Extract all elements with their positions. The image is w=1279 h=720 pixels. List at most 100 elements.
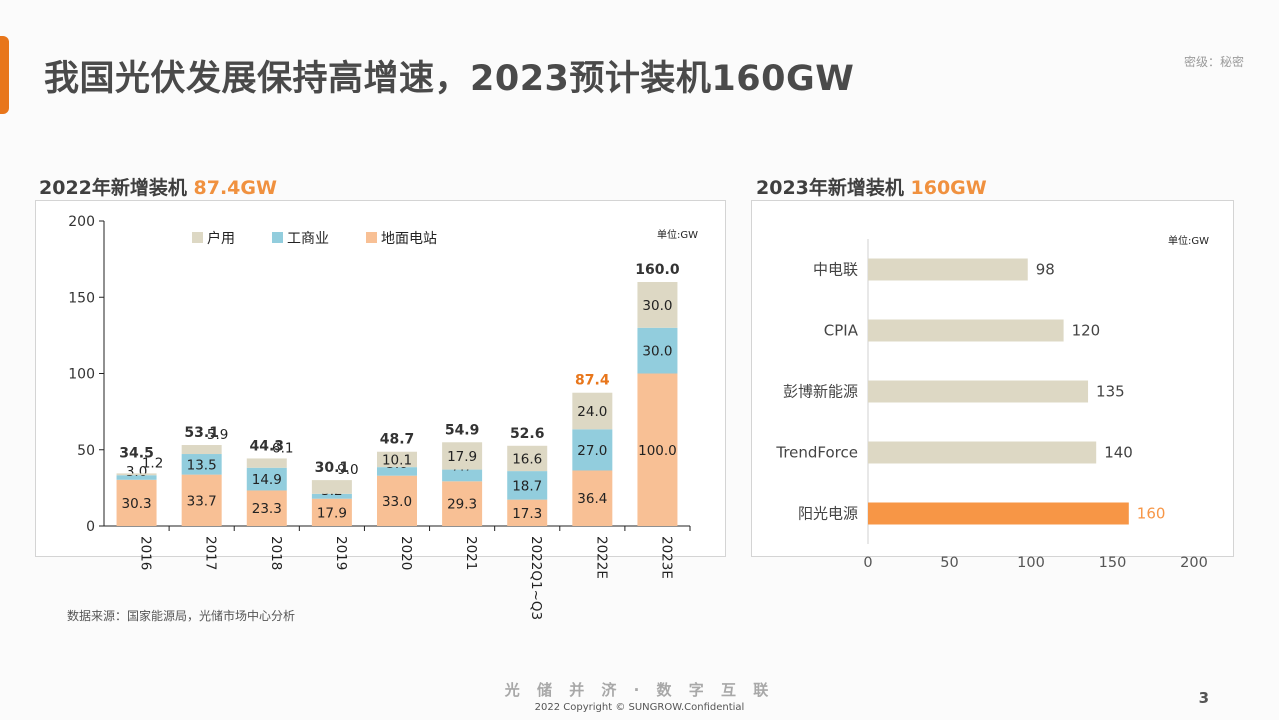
data-label: 3.0 bbox=[126, 464, 147, 480]
y-tick-label: 100 bbox=[68, 367, 95, 383]
stacked-bar-chart: 0 50 100 150 200 2016 30.3 3.01.234.5 2017 33.7 13… bbox=[68, 214, 698, 620]
total-label: 44.3 bbox=[250, 438, 285, 454]
y-tick-label: 150 bbox=[68, 290, 95, 306]
bar bbox=[868, 380, 1089, 403]
data-label: 17.9 bbox=[317, 505, 347, 521]
bar-segment bbox=[572, 470, 613, 526]
legend-swatch bbox=[366, 232, 377, 243]
legend-label: 户用 bbox=[207, 230, 235, 247]
title-accent-bar bbox=[0, 36, 9, 114]
stacked-chart-panel: 0 50 100 150 200 2016 30.3 3.0 1.2 34.5 2017 33.7 13… bbox=[35, 200, 726, 620]
bar-segment bbox=[181, 445, 222, 455]
left-section-highlight: 87.4GW bbox=[193, 177, 277, 199]
x-tick-label: 2019 bbox=[333, 536, 349, 570]
bar-segment bbox=[507, 445, 548, 472]
unit-label: 单位:GW bbox=[1168, 234, 1209, 247]
data-label: 140 bbox=[1104, 444, 1133, 462]
bar-segment bbox=[246, 458, 287, 468]
bar-segment bbox=[311, 498, 352, 526]
category-label: TrendForce bbox=[775, 444, 858, 462]
bar-segment bbox=[246, 490, 287, 526]
data-label: 30.0 bbox=[642, 298, 672, 314]
left-section-title-text: 2022年新增装机 bbox=[39, 177, 187, 199]
bar-segment bbox=[377, 475, 417, 526]
bar-segment bbox=[311, 493, 352, 499]
bar-segment bbox=[442, 481, 483, 526]
bar-segment bbox=[116, 475, 157, 480]
category-label: CPIA bbox=[824, 322, 859, 340]
category-label: 中电联 bbox=[813, 261, 858, 279]
left-section-title: 2022年新增装机 87.4GW bbox=[39, 173, 277, 200]
bar-segment bbox=[637, 327, 678, 374]
forecast-bar-chart: 0 50 100 150 200 中电联 98 CPIA 120 彭博新能源 135 TrendFor… bbox=[775, 234, 1209, 571]
data-label: 24.0 bbox=[577, 404, 607, 420]
total-label: 160.0 bbox=[635, 262, 680, 278]
legend-label: 地面电站 bbox=[381, 231, 437, 247]
x-tick-label: 0 bbox=[863, 555, 872, 571]
classification-label: 密级：秘密 bbox=[1183, 55, 1244, 69]
x-tick-label: 2016 bbox=[138, 536, 154, 570]
data-label: 17.9 bbox=[447, 449, 477, 465]
data-label: 160 bbox=[1137, 505, 1166, 523]
bar-segment bbox=[181, 474, 222, 526]
data-label: 29.3 bbox=[447, 497, 477, 513]
bar-segment bbox=[507, 471, 548, 500]
bar-segment bbox=[116, 473, 157, 476]
bar-segment bbox=[181, 454, 222, 475]
bar-segment bbox=[442, 442, 483, 470]
x-tick-label: 2018 bbox=[268, 536, 284, 570]
total-label: 34.5 bbox=[119, 445, 154, 461]
bar-segment bbox=[377, 451, 417, 468]
unit-label: 单位:GW bbox=[657, 228, 698, 241]
source-note: 数据来源：国家能源局，光储市场中心分析 bbox=[67, 609, 296, 623]
bar-segment bbox=[572, 429, 613, 471]
legend-swatch bbox=[192, 232, 203, 243]
bar bbox=[868, 258, 1028, 281]
data-label: 16.6 bbox=[512, 451, 542, 467]
data-label: 23.3 bbox=[252, 501, 282, 517]
data-label: 120 bbox=[1072, 322, 1101, 340]
data-label: 1.2 bbox=[142, 455, 163, 471]
x-tick-label: 2023E bbox=[658, 536, 674, 579]
bar bbox=[868, 502, 1129, 525]
x-tick-label: 2021 bbox=[463, 536, 479, 570]
data-label: 27.0 bbox=[577, 443, 607, 459]
forecast-chart-panel: 0 50 100 150 200 中电联 98 CPIA 120 彭博新能源 135 TrendFor… bbox=[751, 200, 1234, 571]
x-tick-label: 2020 bbox=[398, 536, 414, 570]
data-label: 98 bbox=[1036, 261, 1055, 279]
bar-segment bbox=[572, 392, 613, 430]
right-section-highlight: 160GW bbox=[910, 177, 987, 199]
data-label: 14.9 bbox=[252, 472, 282, 488]
x-tick-label: 2022E bbox=[593, 536, 609, 579]
bar bbox=[868, 441, 1097, 464]
bar bbox=[868, 319, 1064, 342]
x-tick-label: 200 bbox=[1180, 555, 1208, 571]
x-tick-label: 150 bbox=[1099, 555, 1127, 571]
bar-segment bbox=[377, 467, 417, 476]
data-label: 135 bbox=[1096, 383, 1125, 401]
total-label: 48.7 bbox=[380, 432, 415, 448]
slide-title: 我国光伏发展保持高增速，2023预计装机160GW bbox=[44, 59, 855, 99]
total-label: 30.1 bbox=[315, 460, 350, 476]
legend-label: 工商业 bbox=[287, 231, 329, 247]
footer-slogan: 光 储 并 济 · 数 字 互 联 bbox=[504, 681, 775, 699]
data-label: 100.0 bbox=[638, 443, 677, 459]
data-label: 13.5 bbox=[187, 457, 217, 473]
bar-segment bbox=[246, 467, 287, 491]
x-tick-label: 100 bbox=[1017, 555, 1045, 571]
page-number: 3 bbox=[1198, 689, 1209, 707]
data-label: 33.0 bbox=[382, 494, 412, 510]
x-tick-label: 2017 bbox=[203, 536, 219, 570]
data-label: 33.7 bbox=[187, 493, 217, 509]
bar-segment bbox=[442, 469, 483, 482]
y-tick-label: 0 bbox=[86, 519, 95, 535]
data-label: 6.1 bbox=[272, 440, 293, 456]
category-label: 彭博新能源 bbox=[783, 383, 858, 401]
data-label: 17.3 bbox=[512, 506, 542, 522]
bar-segment bbox=[637, 373, 678, 526]
x-tick-label: 50 bbox=[940, 555, 958, 571]
bar-segment bbox=[507, 499, 548, 526]
bar-segment bbox=[637, 282, 678, 328]
total-label: 87.4 bbox=[575, 373, 610, 389]
data-label: 18.7 bbox=[512, 478, 542, 494]
